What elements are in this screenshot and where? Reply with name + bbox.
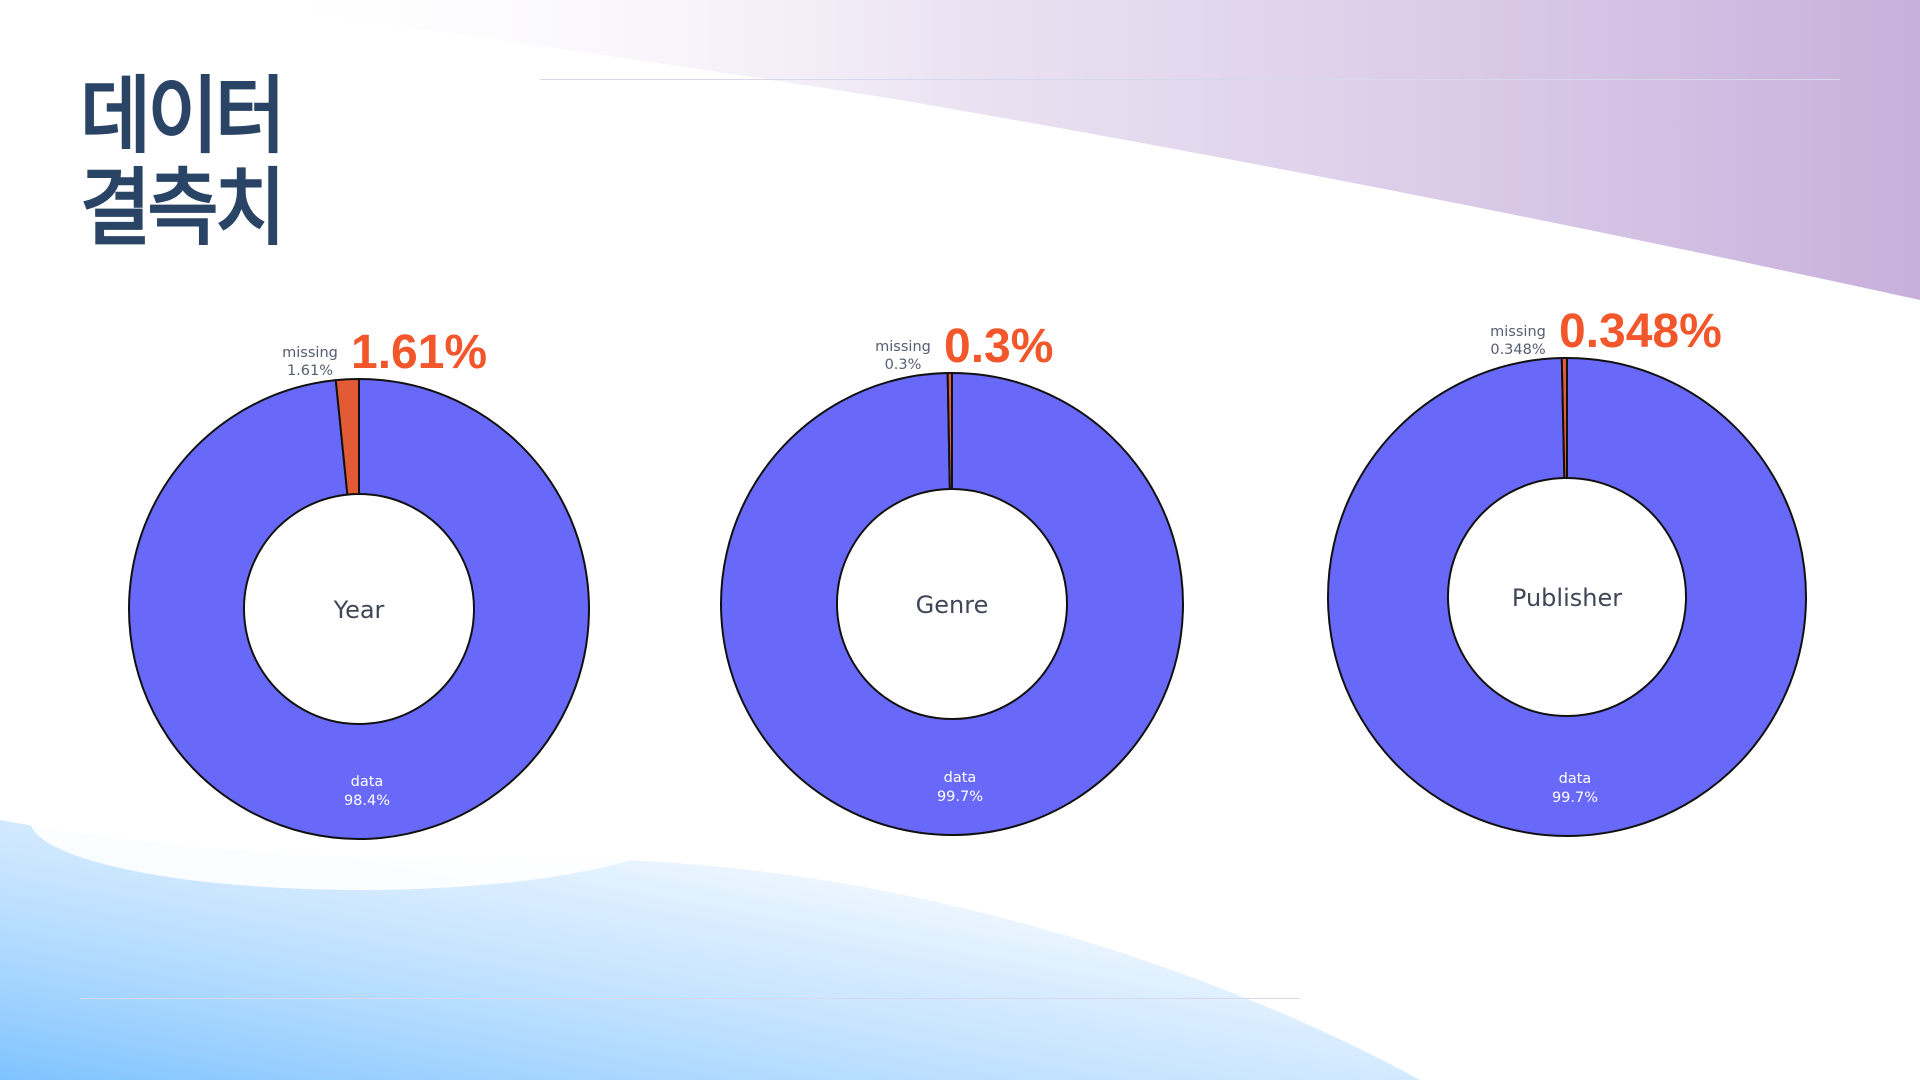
donut-chart-publisher: Publisher missing 0.348% data 99.7% 0.34… <box>1326 305 1807 837</box>
donut-chart-genre: Genre missing 0.3% data 99.7% 0.3% <box>720 320 1184 836</box>
missing-label: missing <box>282 345 338 361</box>
center-label: Publisher <box>1512 584 1622 612</box>
center-label: Year <box>333 596 385 624</box>
data-label: data <box>351 774 384 790</box>
center-label: Genre <box>916 591 989 619</box>
missing-label: missing <box>875 339 931 355</box>
slice-data <box>720 371 1184 836</box>
data-label: data <box>944 770 977 786</box>
missing-label: missing <box>1490 324 1546 340</box>
slice-data <box>1326 356 1807 837</box>
donut-chart-year: Year missing 1.61% data 98.4% 1.61% <box>128 326 590 840</box>
data-label: data <box>1559 771 1592 787</box>
slice-missing <box>1560 356 1568 480</box>
slice-missing <box>946 371 953 491</box>
missing-value: 0.348% <box>1490 342 1545 358</box>
bottom-divider <box>80 998 1300 999</box>
title-line-1: 데이터 <box>80 67 286 165</box>
top-divider <box>540 79 1840 80</box>
highlight-percent: 1.61% <box>351 326 487 379</box>
missing-value: 1.61% <box>287 363 333 379</box>
data-value: 98.4% <box>344 793 390 809</box>
slice-data <box>128 377 590 840</box>
data-value: 99.7% <box>1552 790 1598 806</box>
page-title: 데이터 결측치 <box>80 67 286 257</box>
data-value: 99.7% <box>937 789 983 805</box>
slice-missing <box>334 377 360 496</box>
missing-value: 0.3% <box>885 357 922 373</box>
highlight-percent: 0.3% <box>944 320 1053 373</box>
highlight-percent: 0.348% <box>1559 305 1722 358</box>
title-line-2: 결측치 <box>80 159 286 257</box>
